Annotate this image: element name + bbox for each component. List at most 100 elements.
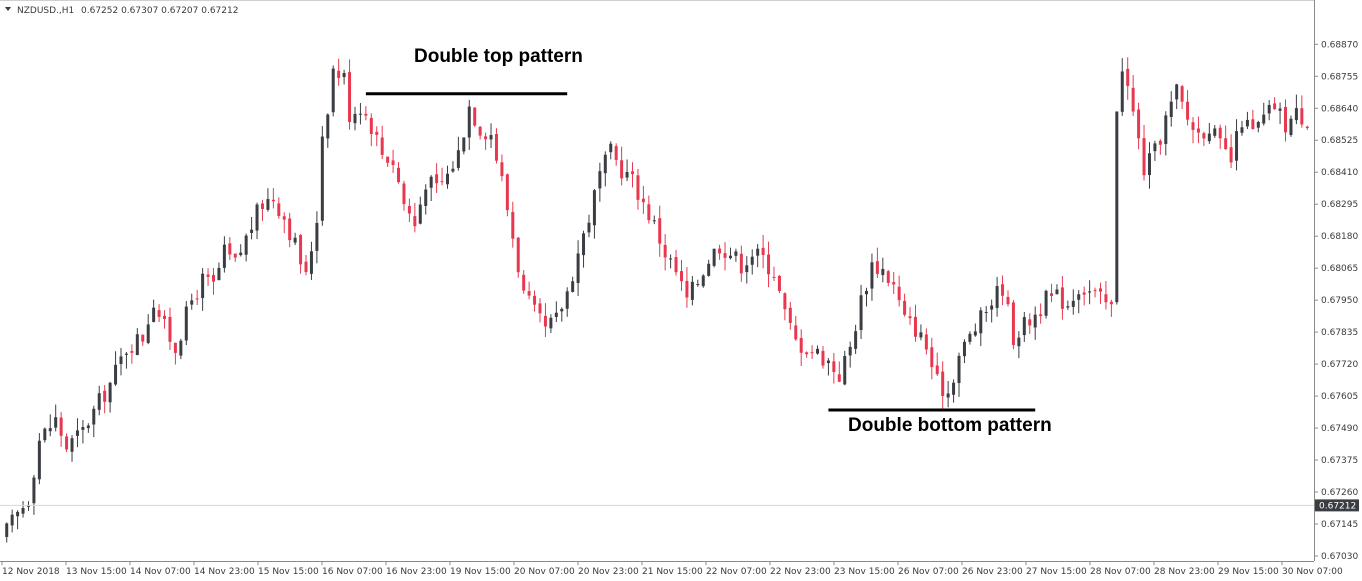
candle-body [353,113,357,124]
candle-bear [810,345,814,360]
candle-body [304,261,308,273]
y-tick-label: 0.68525 [1321,136,1358,146]
candle-bull [1262,102,1266,126]
candle-body [364,113,368,116]
candle-bull [26,501,30,511]
candle-bear [1273,97,1277,111]
candle-bull [745,256,749,284]
candle-bear [304,254,308,276]
y-tick-label: 0.68870 [1321,40,1358,50]
candle-bear [484,132,488,150]
candle-bear [397,162,401,184]
candle-body [222,244,226,268]
candle-bear [212,268,216,295]
candle-body [979,310,983,334]
candle-bear [1142,124,1146,181]
candle-bull [571,276,575,293]
candle-bull [1120,58,1124,116]
candle-body [1300,108,1304,125]
candle-body [407,205,411,214]
candle-body [1273,103,1277,110]
candle-bear [1011,299,1015,350]
candle-body [1022,317,1026,336]
candle-body [5,523,9,537]
candle-body [990,305,994,310]
candle-bear [788,301,792,330]
candle-body [320,136,324,221]
candle-bull [456,136,460,171]
candle-bear [130,344,134,364]
candle-bull [16,510,20,530]
candle-body [255,204,259,231]
y-tick-label: 0.67030 [1321,552,1358,562]
candle-body [282,216,286,220]
candle-body [946,393,950,398]
candle-body [494,133,498,161]
candle-bear [1109,299,1113,317]
candle-body [647,204,651,221]
candle-body [1137,109,1141,139]
current-price-value: 0.67212 [1319,501,1356,511]
candle-body [1055,289,1059,295]
candle-body [43,428,47,441]
candle-body [163,315,167,320]
candle-bull [255,202,259,239]
candle-bull [1213,125,1217,138]
candle-body [1131,87,1135,112]
candle-bear [674,249,678,276]
chart-header[interactable]: NZDUSD.,H1 0.67252 0.67307 0.67207 0.672… [5,6,238,16]
candle-body [821,350,825,366]
candle-bull [114,351,118,386]
candle-body [658,218,662,244]
candle-body [288,218,292,241]
candle-body [1066,306,1070,308]
candle-bull [353,106,357,131]
candle-body [1115,111,1119,303]
candle-bear [402,180,406,211]
candle-body [533,295,537,305]
candle-body [1267,104,1271,114]
candle-bull [1066,300,1070,311]
candle-bear [935,352,939,376]
candle-bull [489,123,493,149]
candle-body [636,175,640,200]
x-tick-label: 22 Nov 07:00 [706,567,767,577]
candle-bull [342,69,346,85]
candle-bear [500,154,504,182]
candle-bull [560,307,564,322]
candle-bull [816,345,820,355]
candle-body [685,280,689,298]
candle-bear [206,268,210,286]
candle-body [1109,301,1113,305]
candle-bull [293,232,297,246]
x-tick-label: 26 Nov 23:00 [962,567,1023,577]
candle-body [10,514,14,526]
candle-body [1088,291,1092,293]
candle-body [1202,133,1206,139]
candle-body [119,356,123,364]
candle-bear [260,199,264,221]
candle-body [70,438,74,452]
candle-bear [511,201,515,248]
candle-bull [696,279,700,287]
candle-body [380,137,384,155]
candle-bear [892,272,896,295]
candle-body [103,390,107,402]
x-tick-label: 20 Nov 23:00 [578,567,639,577]
candle-body [1245,119,1249,127]
candle-bull [451,161,455,173]
candle-bear [440,167,444,186]
triangle-down-icon[interactable] [5,7,11,11]
candle-body [1147,153,1151,176]
candle-bear [794,315,798,341]
candle-body [456,150,460,168]
candle-body [1224,138,1228,150]
candle-body [32,477,36,504]
candle-bull [625,159,629,182]
candle-bear [658,205,662,257]
double-bottom-label: Double bottom pattern [848,415,1052,436]
candle-body [527,291,531,296]
candle-body [1033,314,1037,328]
